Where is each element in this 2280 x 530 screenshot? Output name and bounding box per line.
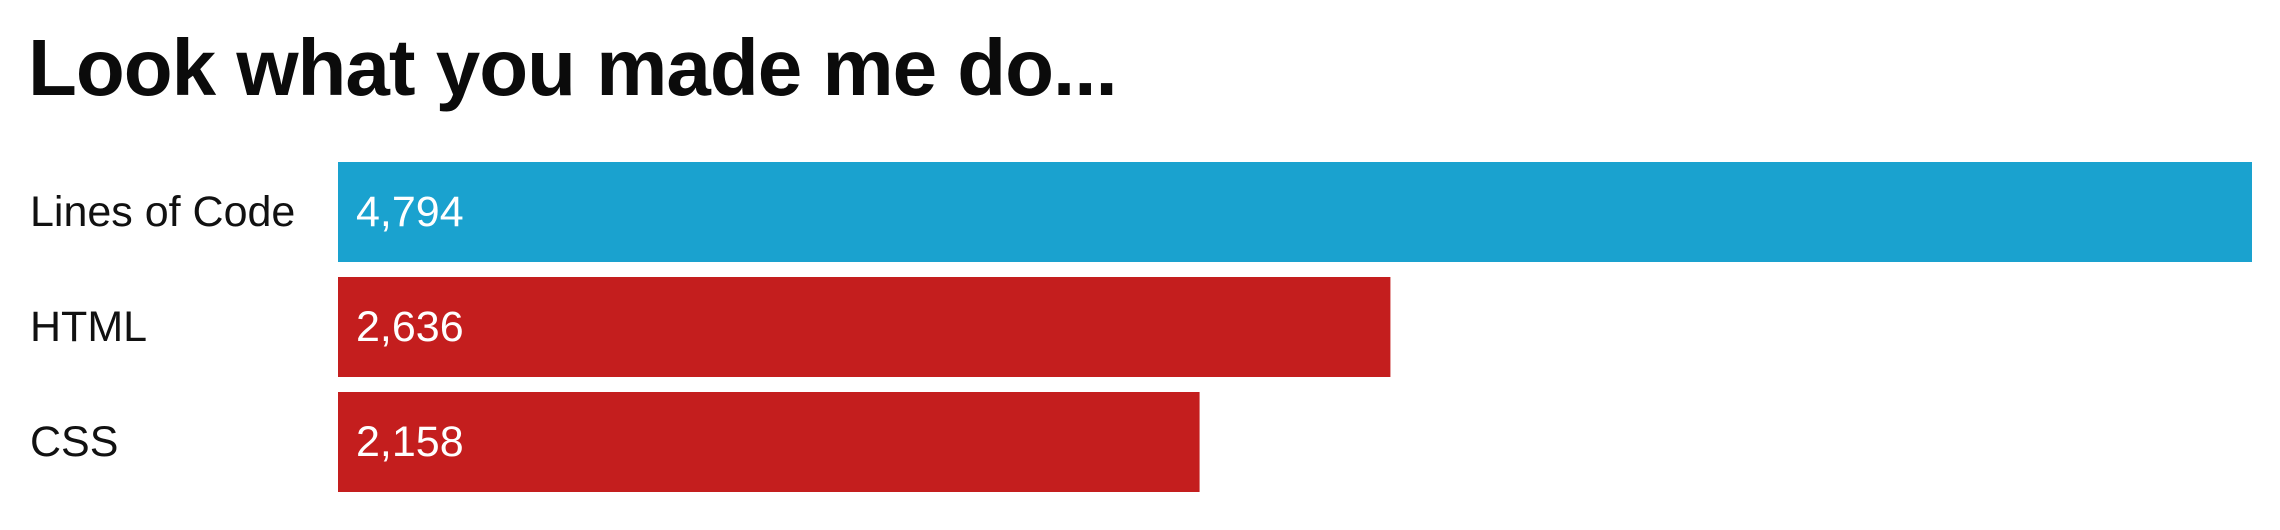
category-label-lines-of-code: Lines of Code [30, 188, 295, 236]
bar-css [338, 392, 1200, 492]
value-label-css: 2,158 [356, 418, 464, 466]
bar-html [338, 277, 1391, 377]
value-label-lines-of-code: 4,794 [356, 188, 464, 236]
category-label-html: HTML [30, 303, 147, 351]
chart-title: Look what you made me do... [28, 23, 1118, 112]
bar-lines-of-code [338, 162, 2252, 262]
category-label-css: CSS [30, 418, 118, 466]
value-label-html: 2,636 [356, 303, 464, 351]
